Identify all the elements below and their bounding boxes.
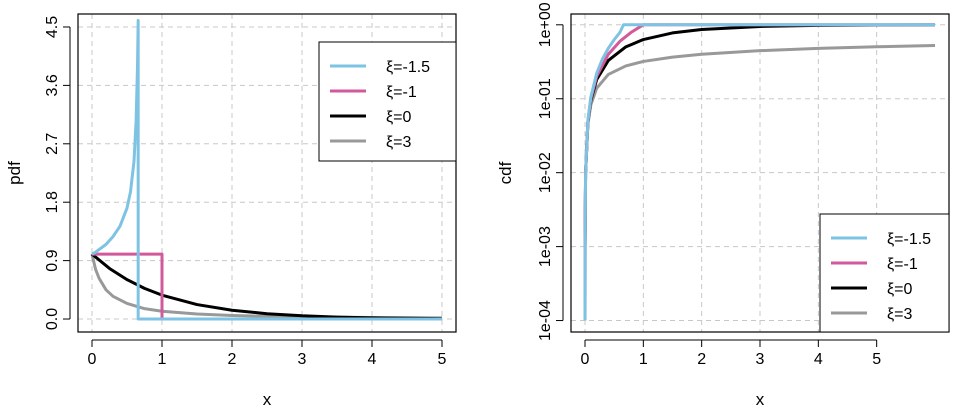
pdf-x-tick-label: 2 [228,351,237,368]
pdf-y-tick-label: 0.9 [44,249,61,271]
pdf-y-tick-label: 2.7 [44,133,61,155]
cdf-x-tick-label: 0 [581,351,590,368]
pdf-series-line-0 [91,18,442,321]
cdf-y-axis-title: cdf [496,161,515,184]
cdf-x-axis-title: x [756,390,765,409]
cdf-y-axis: 1e-04 1e-03 1e-02 1e-01 1e+00 [537,2,564,341]
pdf-x-tick-label: 0 [88,351,97,368]
pdf-y-tick-label: 1.8 [44,191,61,213]
cdf-y-tick-label: 1e-02 [537,152,554,193]
cdf-legend-label: ξ=-1.5 [887,231,931,248]
cdf-y-tick-label: 1e+00 [537,2,554,47]
pdf-y-tick-label: 4.5 [44,16,61,38]
cdf-x-tick-label: 5 [872,351,881,368]
cdf-chart-panel: 0 1 2 3 4 5 1e-04 1e-03 1e-02 1e-01 1e+00 x cdf ξ… [496,2,950,409]
cdf-x-axis: 0 1 2 3 4 5 [581,339,881,368]
cdf-y-tick-label: 1e-03 [537,226,554,267]
cdf-legend-label: ξ=-1 [887,256,918,273]
pdf-x-axis-title: x [263,390,272,409]
cdf-x-tick-label: 3 [756,351,765,368]
cdf-series-line-0 [583,23,935,321]
pdf-legend-label: ξ=-1.5 [386,59,430,76]
pdf-legend-label: ξ=-1 [386,84,417,101]
cdf-x-tick-label: 1 [639,351,648,368]
pdf-series-line-3 [90,253,443,320]
cdf-plot-frame [570,13,950,333]
cdf-legend-label: ξ=3 [887,306,913,323]
pdf-plot-frame [77,13,457,333]
pdf-x-tick-label: 1 [158,351,167,368]
pdf-legend-label: ξ=0 [386,109,412,126]
cdf-x-tick-label: 4 [814,351,823,368]
pdf-x-tick-label: 5 [438,351,447,368]
cdf-legend: ξ=-1.5 ξ=-1 ξ=0 ξ=3 [819,213,950,333]
pdf-y-tick-label: 3.6 [44,74,61,96]
pdf-x-tick-label: 3 [298,351,307,368]
cdf-y-tick-label: 1e-04 [537,300,554,341]
pdf-legend-label: ξ=3 [386,134,412,151]
pdf-y-axis-title: pdf [5,161,24,185]
cdf-legend-label: ξ=0 [887,281,913,298]
cdf-series [583,23,936,321]
pdf-y-axis: 0.0 0.9 1.8 2.7 3.6 4.5 [44,16,71,330]
pdf-x-tick-label: 4 [368,351,377,368]
pdf-legend: ξ=-1.5 ξ=-1 ξ=0 ξ=3 [318,41,457,162]
pdf-y-tick-label: 0.0 [44,308,61,330]
pdf-x-axis: 0 1 2 3 4 5 [88,339,447,368]
cdf-x-tick-label: 2 [697,351,706,368]
pdf-series [90,18,443,321]
cdf-y-tick-label: 1e-01 [537,78,554,119]
